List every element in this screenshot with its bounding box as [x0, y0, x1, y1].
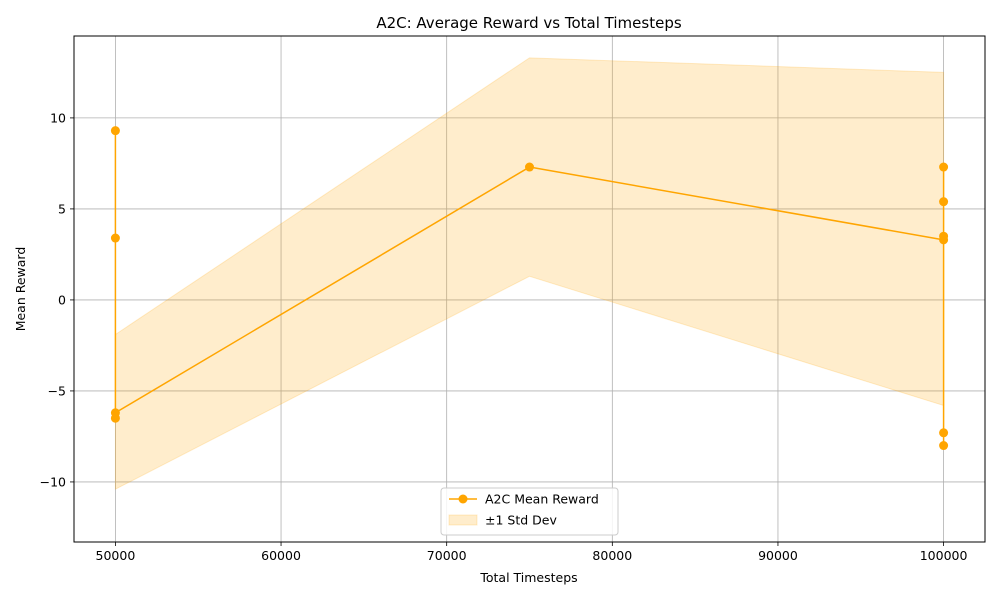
- data-point: [939, 441, 949, 451]
- data-point: [110, 233, 120, 243]
- series-points-layer: [110, 126, 949, 451]
- legend-band-swatch: [448, 514, 478, 526]
- legend-box: [440, 487, 619, 536]
- legend-marker-swatch: [458, 494, 468, 504]
- y-tick-label: −5: [48, 383, 66, 398]
- data-point: [939, 231, 949, 241]
- x-tick-label: 80000: [592, 548, 632, 563]
- x-tick-label: 70000: [427, 548, 467, 563]
- y-ticks: −10 −5 0 5 10: [40, 110, 74, 489]
- x-tick-label: 60000: [261, 548, 301, 563]
- data-point: [939, 428, 949, 438]
- legend-label-band: ±1 Std Dev: [485, 513, 557, 528]
- y-tick-label: 10: [50, 110, 66, 125]
- legend: A2C Mean Reward ±1 Std Dev: [440, 487, 619, 536]
- y-axis-title: Mean Reward: [13, 247, 28, 332]
- data-point: [939, 197, 949, 207]
- x-ticks: 50000 60000 70000 80000 90000 100000: [96, 542, 968, 563]
- data-point: [110, 126, 120, 136]
- data-point: [939, 162, 949, 172]
- chart-title: A2C: Average Reward vs Total Timesteps: [376, 14, 682, 32]
- x-tick-label: 50000: [96, 548, 136, 563]
- plot-frame: [73, 35, 986, 543]
- x-axis-title: Total Timesteps: [479, 570, 577, 585]
- data-point: [525, 162, 534, 172]
- x-tick-label: 100000: [920, 548, 968, 563]
- x-tick-label: 90000: [758, 548, 798, 563]
- data-point: [110, 408, 120, 418]
- y-tick-label: −10: [40, 474, 66, 489]
- std-band-layer: [114, 57, 945, 491]
- y-tick-label: 5: [58, 201, 66, 216]
- std-band: [114, 57, 945, 491]
- legend-label-mean: A2C Mean Reward: [485, 492, 599, 507]
- y-tick-label: 0: [58, 292, 66, 307]
